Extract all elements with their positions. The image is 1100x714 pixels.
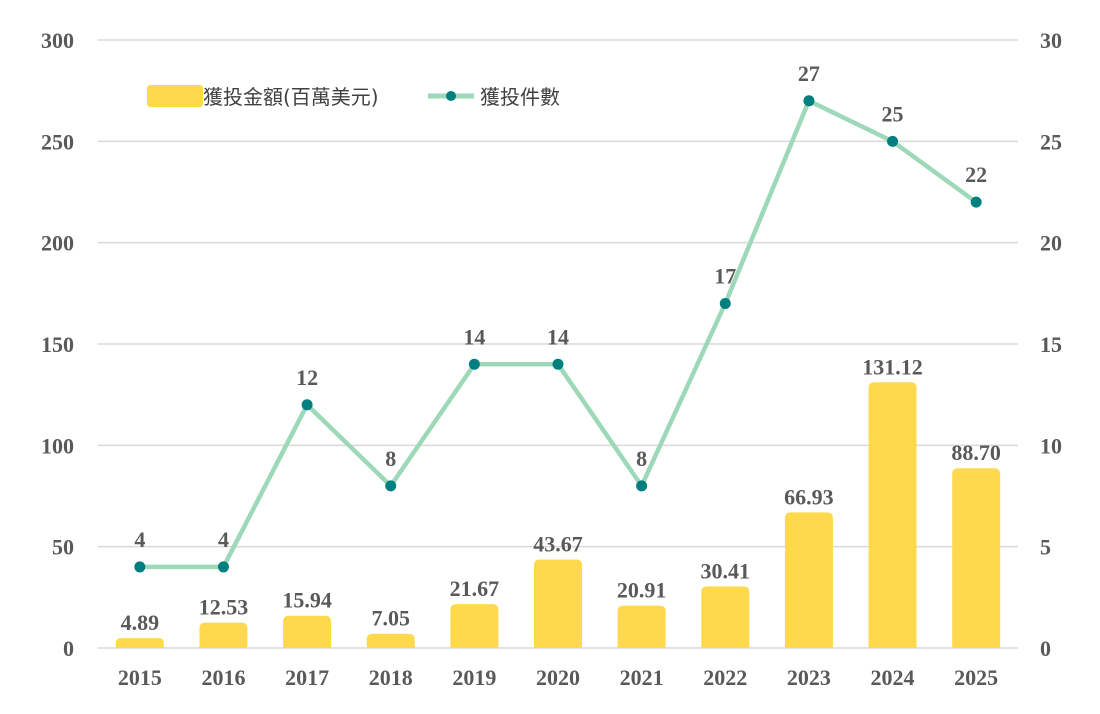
bar-series: 4.89 12.53 15.94 7.05 21.67 43.67 20.91 30.41 66…: [115, 354, 1001, 648]
x-tick-label: 2023: [787, 665, 831, 690]
x-tick-label: 2015: [118, 665, 162, 690]
bar-value-label: 20.91: [617, 578, 667, 603]
bar: [534, 559, 582, 648]
right-tick-label: 10: [1040, 433, 1062, 458]
right-tick-label: 5: [1040, 535, 1051, 560]
bar-value-label: 131.12: [862, 354, 923, 379]
bar-value-label: 4.89: [121, 610, 160, 635]
bar: [450, 604, 499, 648]
bar: [952, 468, 1001, 648]
left-tick-label: 50: [52, 535, 74, 560]
count-point: [803, 95, 815, 107]
bar: [199, 622, 248, 648]
bar-value-label: 7.05: [371, 606, 410, 631]
bar-value-label: 30.41: [701, 558, 751, 583]
count-value-label: 22: [965, 162, 987, 187]
gridlines: [98, 39, 1018, 649]
x-tick-label: 2021: [620, 665, 664, 690]
count-point: [468, 358, 480, 370]
legend-line-marker: [446, 91, 456, 101]
right-tick-label: 0: [1040, 636, 1051, 661]
bar-value-label: 66.93: [784, 484, 834, 509]
x-tick-label: 2025: [954, 665, 998, 690]
bar: [283, 615, 332, 648]
bar-value-label: 21.67: [450, 576, 500, 601]
legend-bar-label: 獲投金額(百萬美元): [203, 85, 379, 109]
x-tick-label: 2024: [871, 665, 915, 690]
x-tick-label: 2016: [201, 665, 245, 690]
x-tick-label: 2017: [285, 665, 329, 690]
count-value-label: 14: [547, 324, 569, 349]
count-value-label: 27: [798, 61, 820, 86]
bar: [115, 638, 164, 648]
count-point: [552, 358, 564, 370]
left-tick-label: 150: [41, 332, 74, 357]
bar-value-label: 88.70: [951, 440, 1001, 465]
count-value-label: 12: [296, 365, 318, 390]
bar: [617, 605, 666, 648]
x-axis-ticks: 2015 2016 2017 2018 2019 2020 2021 2022 2023 2024…: [118, 665, 998, 690]
count-point: [301, 399, 313, 411]
right-tick-label: 30: [1040, 28, 1062, 53]
left-tick-label: 0: [63, 636, 74, 661]
left-tick-label: 100: [41, 433, 74, 458]
right-tick-label: 25: [1040, 129, 1062, 154]
right-tick-label: 20: [1040, 231, 1062, 256]
line-series: 4 4 12 8 14 14 8 17 27 25 22: [134, 61, 987, 573]
left-axis-ticks: 0 50 100 150 200 250 300: [41, 28, 74, 661]
count-value-label: 4: [134, 527, 145, 552]
legend: 獲投金額(百萬美元) 獲投件數: [147, 85, 560, 109]
count-value-label: 8: [385, 446, 396, 471]
count-point: [134, 561, 146, 573]
right-tick-label: 15: [1040, 332, 1062, 357]
legend-line-label: 獲投件數: [480, 85, 560, 109]
count-value-label: 17: [714, 263, 736, 288]
left-tick-label: 300: [41, 28, 74, 53]
bar: [868, 382, 917, 648]
x-tick-label: 2022: [703, 665, 747, 690]
bar-value-label: 15.94: [282, 588, 332, 613]
bar-value-label: 12.53: [199, 595, 249, 620]
x-tick-label: 2019: [452, 665, 496, 690]
bar: [784, 512, 833, 648]
count-point: [970, 196, 982, 208]
x-tick-label: 2018: [369, 665, 413, 690]
count-point: [887, 135, 899, 147]
count-value-label: 4: [218, 527, 229, 552]
legend-bar-swatch: [147, 85, 203, 107]
bar: [366, 633, 415, 648]
count-point: [719, 297, 731, 309]
bar-value-label: 43.67: [533, 531, 583, 556]
count-point: [385, 480, 397, 492]
left-tick-label: 250: [41, 129, 74, 154]
count-point: [636, 480, 648, 492]
count-value-label: 8: [636, 446, 647, 471]
count-point: [217, 561, 229, 573]
left-tick-label: 200: [41, 231, 74, 256]
right-axis-ticks: 0 5 10 15 20 25 30: [1040, 28, 1062, 661]
count-value-label: 25: [882, 101, 904, 126]
count-value-label: 14: [463, 324, 485, 349]
bar: [701, 586, 750, 648]
x-tick-label: 2020: [536, 665, 580, 690]
